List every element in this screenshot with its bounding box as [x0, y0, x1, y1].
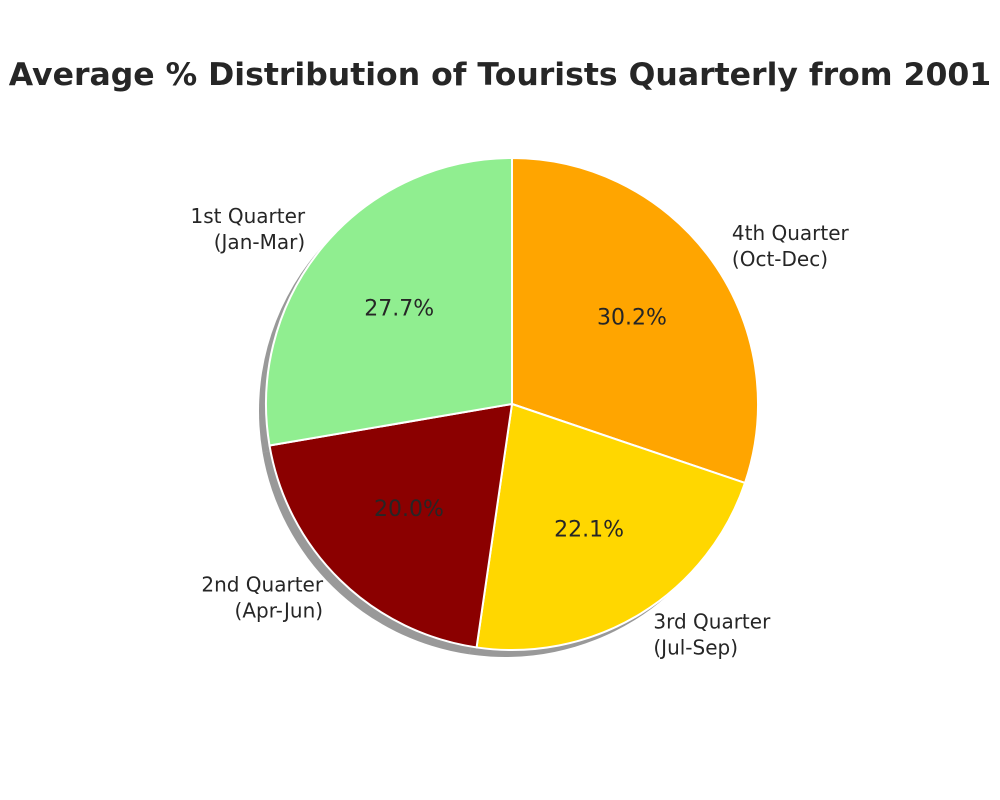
slice-category-label-3: 2nd Quarter (Apr-Jun): [201, 572, 323, 622]
chart-title: Average % Distribution of Tourists Quart…: [8, 57, 992, 93]
pie-labels: 30.2% 4th Quarter (Oct-Dec) 22.1% 3rd Quarte…: [191, 204, 850, 659]
slice-label-line1-3: 2nd Quarter: [201, 572, 323, 596]
slice-label-line2-4: (Jan-Mar): [214, 230, 305, 254]
slice-percent-label-4: 27.7%: [364, 296, 434, 321]
slice-label-line1-4: 1st Quarter: [191, 204, 306, 228]
pie-slice-2: [475, 403, 746, 651]
slice-label-line2-3: (Apr-Jun): [235, 598, 324, 622]
slice-label-line1-2: 3rd Quarter: [653, 609, 771, 633]
slice-label-line2-2: (Jul-Sep): [653, 635, 738, 659]
slice-category-label-1: 4th Quarter (Oct-Dec): [732, 221, 850, 271]
slice-category-label-4: 1st Quarter (Jan-Mar): [191, 204, 306, 254]
slice-label-line1-1: 4th Quarter: [732, 221, 850, 245]
pie-slices: [265, 157, 759, 651]
slice-percent-label-2: 22.1%: [554, 517, 624, 542]
slice-percent-label-1: 30.2%: [597, 305, 667, 330]
pie-slice-4: [265, 157, 513, 447]
slice-percent-label-3: 20.0%: [374, 497, 444, 522]
slice-label-line2-1: (Oct-Dec): [732, 247, 828, 271]
pie-slice-1: [511, 157, 759, 484]
slice-category-label-2: 3rd Quarter (Jul-Sep): [653, 609, 771, 659]
pie-slice-3: [268, 403, 513, 649]
